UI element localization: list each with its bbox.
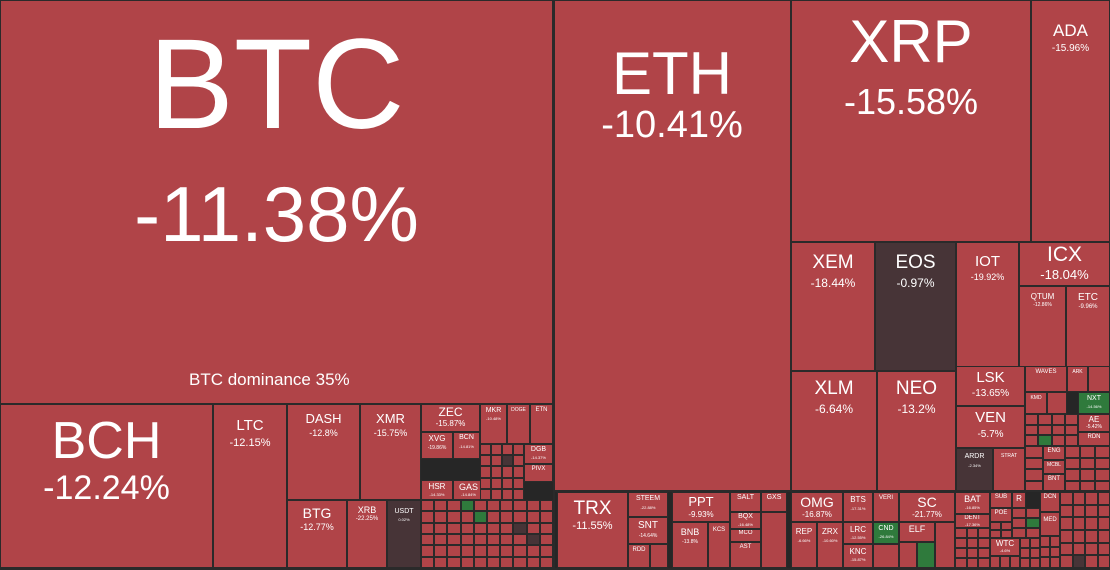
tile-rdn-symbol: RDN [1079, 434, 1109, 440]
tile-icx-symbol: ICX [1020, 243, 1109, 267]
tile-etc-change: -9.96% [1067, 304, 1109, 310]
mini-coin-tile[interactable] [1065, 425, 1078, 436]
section-divider-bottom [553, 490, 1110, 570]
mini-coin-tile[interactable] [1038, 414, 1051, 425]
tile-nxt[interactable]: NXT -14.56% [1078, 392, 1110, 414]
mini-coin-tile[interactable] [1095, 469, 1110, 481]
tile-eos-symbol: EOS [876, 252, 955, 274]
tile-waves-symbol: WAVES [1026, 369, 1066, 375]
tile-qtum-symbol: QTUM [1020, 292, 1065, 301]
mini-coin-tile[interactable] [1065, 469, 1080, 481]
tile-eos-change: -0.97% [876, 276, 955, 290]
tile-ven[interactable]: VEN -5.7% [956, 406, 1025, 448]
tile-ark-symbol: ARK [1068, 369, 1087, 375]
tile-mcbl[interactable]: MCBL [1043, 460, 1065, 474]
tile-lsk-change: -13.65% [957, 388, 1024, 399]
tile-ven-change: -5.7% [957, 429, 1024, 440]
mini-coin-tile[interactable] [1025, 414, 1038, 425]
tile-eos[interactable]: EOS -0.97% [875, 242, 956, 371]
tile-nxt-symbol: NXT [1079, 395, 1109, 402]
tile-mcbl-symbol: MCBL [1044, 462, 1064, 468]
tile-ada[interactable]: ADA -15.96% [1031, 0, 1110, 242]
tile-ardr-change: -2.34% [957, 463, 992, 468]
mini-coin-tile[interactable] [1080, 458, 1095, 470]
section-divider-main [0, 0, 555, 570]
tile-xrp-symbol: XRP [792, 7, 1030, 76]
tile-ardr-symbol: ARDR [957, 453, 992, 460]
tile-icx-change: -18.04% [1020, 267, 1109, 282]
tile-waves[interactable]: WAVES [1025, 366, 1067, 392]
tile-ark[interactable]: ARK [1067, 366, 1088, 392]
tile-qtum-change: -12.86% [1020, 302, 1065, 308]
tile-neo[interactable]: NEO -13.2% [877, 371, 956, 492]
tile-nxt-change: -14.56% [1079, 404, 1109, 409]
mini-coin-tile[interactable] [1095, 458, 1110, 470]
tile-xlm-symbol: XLM [792, 378, 876, 400]
tile-xlm[interactable]: XLM -6.64% [791, 371, 877, 492]
tile-kmd2[interactable] [1047, 392, 1067, 414]
mini-coin-tile[interactable] [1065, 458, 1080, 470]
tile-strat-symbol: STRAT [994, 453, 1024, 459]
mini-coin-tile[interactable] [1025, 469, 1043, 481]
tile-neo-change: -13.2% [878, 402, 955, 416]
mini-coin-tile[interactable] [1095, 446, 1110, 458]
tile-ardr[interactable]: ARDR -2.34% [956, 448, 993, 492]
tile-ae[interactable]: AE -5.42% [1078, 414, 1110, 432]
tile-qtum[interactable]: QTUM -12.86% [1019, 286, 1066, 371]
mini-coin-tile[interactable] [1052, 425, 1065, 436]
tile-kmd[interactable]: KMD [1025, 392, 1047, 414]
tile-eth-symbol: ETH [554, 39, 790, 108]
tile-icx[interactable]: ICX -18.04% [1019, 242, 1110, 286]
tile-rdn[interactable]: RDN [1078, 432, 1110, 446]
tile-eth-change: -10.41% [554, 104, 790, 147]
tile-etc[interactable]: ETC -9.96% [1066, 286, 1110, 371]
mini-coin-tile[interactable] [1025, 446, 1043, 458]
mini-coin-tile[interactable] [1025, 425, 1038, 436]
tile-xem[interactable]: XEM -18.44% [791, 242, 875, 371]
mini-coin-tile[interactable] [1065, 414, 1078, 425]
mini-coin-tile[interactable] [1065, 446, 1080, 458]
tile-ven-symbol: VEN [957, 409, 1024, 426]
tile-xem-change: -18.44% [792, 276, 874, 290]
tile-neo-symbol: NEO [878, 378, 955, 400]
tile-strat[interactable]: STRAT [993, 448, 1025, 492]
tile-xrp-change: -15.58% [792, 81, 1030, 123]
tile-lsk[interactable]: LSK -13.65% [956, 366, 1025, 406]
tile-eng[interactable]: ENG [1043, 446, 1065, 460]
mini-coin-tile[interactable] [1025, 458, 1043, 470]
tile-iot[interactable]: IOT -19.92% [956, 242, 1019, 371]
mini-coin-tile[interactable] [1025, 435, 1038, 446]
tile-etc-symbol: ETC [1067, 292, 1109, 303]
tile-eng-symbol: ENG [1044, 448, 1064, 454]
mini-coin-tile[interactable] [1080, 469, 1095, 481]
tile-iot-change: -19.92% [957, 272, 1018, 282]
tile-iot-symbol: IOT [957, 253, 1018, 270]
mini-coin-tile[interactable] [1052, 435, 1065, 446]
tile-bnt-symbol: BNT [1044, 476, 1064, 482]
tile-ark2[interactable] [1088, 366, 1110, 392]
mini-coin-tile[interactable] [1052, 414, 1065, 425]
tile-xrp[interactable]: XRP -15.58% [791, 0, 1031, 242]
tile-eth[interactable]: ETH -10.41% [553, 0, 791, 492]
tile-ada-symbol: ADA [1032, 21, 1109, 41]
tile-kmd-symbol: KMD [1026, 395, 1046, 401]
tile-xem-symbol: XEM [792, 252, 874, 274]
mini-coin-tile[interactable] [1080, 446, 1095, 458]
tile-ada-change: -15.96% [1032, 43, 1109, 54]
tile-xlm-change: -6.64% [792, 402, 876, 416]
tile-ae-symbol: AE [1079, 415, 1109, 424]
tile-lsk-symbol: LSK [957, 369, 1024, 386]
mini-coin-tile[interactable] [1038, 435, 1051, 446]
mini-coin-tile[interactable] [1038, 425, 1051, 436]
tile-ae-change: -5.42% [1079, 424, 1109, 430]
mini-coin-tile[interactable] [1065, 435, 1078, 446]
